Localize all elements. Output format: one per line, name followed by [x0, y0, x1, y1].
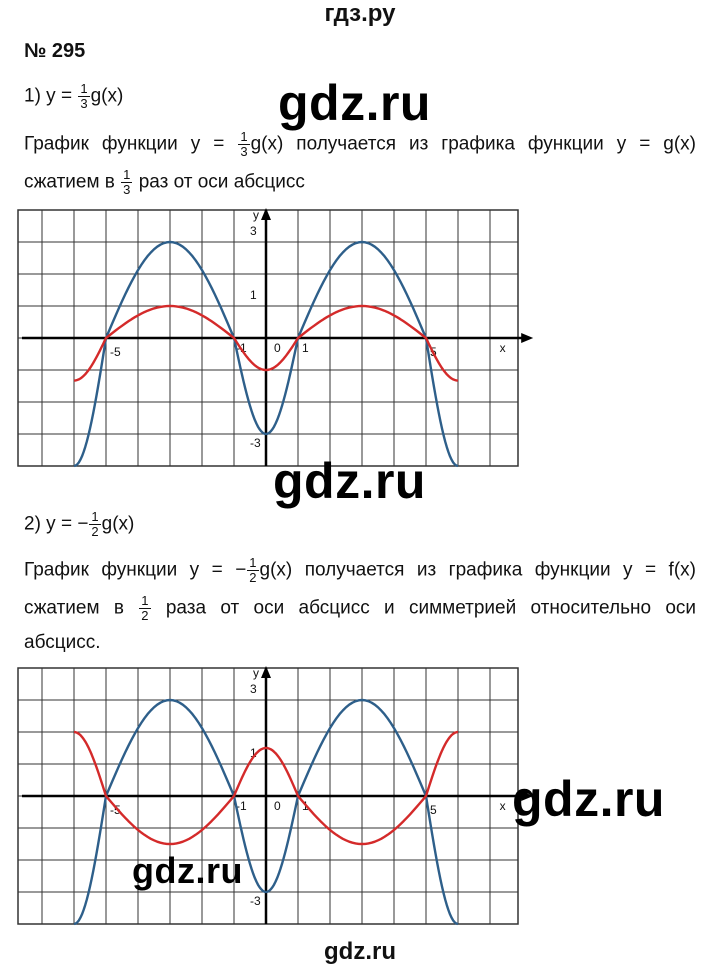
part1-text-a: График функции y = — [24, 133, 225, 155]
frac-num: 1 — [139, 593, 151, 609]
y-tick-label: 3 — [250, 224, 257, 238]
part1-text-b-post: раз от оси абсцисс — [138, 171, 305, 193]
x-tick-label: -5 — [110, 803, 121, 817]
part1-label: 1) y = — [24, 85, 73, 107]
y-axis-label: y — [253, 666, 259, 680]
y-axis-arrow — [261, 666, 271, 678]
y-tick-label: 3 — [250, 682, 257, 696]
watermark: gdz.ru — [273, 453, 426, 509]
frac-num: 1 — [247, 555, 259, 571]
y-tick-label: 1 — [250, 746, 257, 760]
part1-text-a-tail: g(x) получается из графика функции y = g… — [250, 133, 697, 155]
x-tick-label: 0 — [274, 341, 281, 355]
x-tick-label: 0 — [274, 799, 281, 813]
part2-label: 2) y = − — [24, 513, 89, 535]
watermark: gdz.ru — [132, 850, 243, 891]
footer-watermark: gdz.ru — [324, 938, 396, 965]
x-tick-label: -1 — [236, 799, 247, 813]
chart-part2: xy-5 -1 0 1 531-3 — [17, 666, 534, 926]
x-tick-label: -5 — [110, 345, 121, 359]
part2-tail: g(x) — [101, 513, 135, 535]
x-tick-label: 1 — [302, 341, 309, 355]
chart-part1: xy-5 -1 0 1 531-3 — [17, 208, 534, 468]
x-axis-label: x — [500, 799, 506, 813]
part2-explanation-line1: График функции y = −1 2 g(x) получается из… — [24, 556, 696, 585]
x-axis-label: x — [500, 341, 506, 355]
x-axis-arrow — [521, 791, 534, 801]
site-title: гдз.ру — [324, 0, 396, 27]
curve-g — [73, 240, 459, 468]
frac-den: 2 — [141, 608, 149, 623]
part2-text-a-tail: g(x) получается из графика функции y = f… — [259, 559, 696, 581]
curve-transformed — [73, 730, 459, 846]
curve-transformed — [73, 304, 459, 382]
frac-den: 3 — [123, 182, 131, 197]
frac-num: 1 — [78, 81, 90, 97]
watermark: gdz.ru — [278, 75, 431, 131]
y-tick-label: -3 — [250, 436, 261, 450]
part2-text-b-post: раза от оси абсцисс и симметрией относит… — [165, 597, 697, 619]
part2-formula: 2) y = −1 2 g(x) — [24, 510, 134, 539]
y-tick-label: 1 — [250, 288, 257, 302]
watermark: gdz.ru — [512, 771, 665, 827]
frac-num: 1 — [121, 167, 133, 183]
part2-text-a: График функции y = − — [24, 559, 247, 581]
part2-text-b-pre: сжатием в — [24, 597, 124, 619]
y-axis-arrow — [261, 208, 271, 220]
curve-g — [73, 698, 459, 926]
part1-text-b-pre: сжатием в — [24, 171, 115, 193]
part1-explanation-line1: График функции y = 1 3 g(x) получается из … — [24, 130, 696, 159]
frac-den: 3 — [240, 144, 248, 159]
part1-formula: 1) y = 1 3 g(x) — [24, 82, 123, 111]
problem-number: № 295 — [24, 40, 86, 62]
frac-den: 3 — [80, 96, 88, 111]
y-tick-label: -3 — [250, 894, 261, 908]
frac-den: 2 — [91, 524, 99, 539]
x-tick-label: 5 — [430, 803, 437, 817]
y-axis-label: y — [253, 208, 259, 222]
frac-num: 1 — [238, 129, 250, 145]
part2-explanation-line3: абсцисс. — [24, 632, 101, 653]
x-axis-arrow — [521, 333, 534, 343]
part1-tail: g(x) — [90, 85, 124, 107]
frac-den: 2 — [249, 570, 257, 585]
frac-num: 1 — [89, 509, 101, 525]
